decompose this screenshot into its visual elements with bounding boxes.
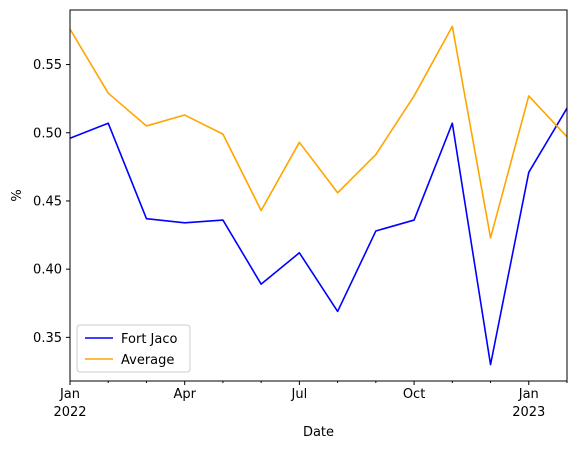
legend: Fort Jaco Average — [76, 324, 191, 373]
y-tick-label: 0.50 — [33, 126, 62, 141]
x-tick-label: Jan — [59, 387, 80, 402]
x-tick-label: Jul — [291, 387, 308, 402]
plot-lines — [69, 25, 568, 366]
series-line-0 — [69, 107, 568, 366]
legend-label: Average — [121, 353, 174, 368]
y-tick-label: 0.45 — [33, 194, 62, 209]
y-axis-label: % — [10, 189, 25, 201]
x-tick-label: Jan — [518, 387, 539, 402]
x-axis-label: Date — [303, 425, 334, 440]
axes-ticks: 0.35 0.40 0.45 0.50 0.55 Jan 2022 Apr Jul Oct Jan 2… — [33, 58, 568, 420]
y-tick-label: 0.55 — [33, 58, 62, 73]
legend-label: Fort Jaco — [121, 332, 177, 347]
legend-box — [76, 324, 191, 373]
plot-frame — [69, 9, 568, 382]
x-tick-label: Oct — [403, 387, 425, 402]
y-tick-label: 0.35 — [33, 331, 62, 346]
x-tick-sublabel: 2023 — [512, 405, 545, 420]
x-tick-sublabel: 2022 — [53, 405, 86, 420]
x-tick-label: Apr — [173, 387, 196, 402]
series-line-1 — [69, 25, 568, 239]
y-tick-label: 0.40 — [33, 263, 62, 278]
